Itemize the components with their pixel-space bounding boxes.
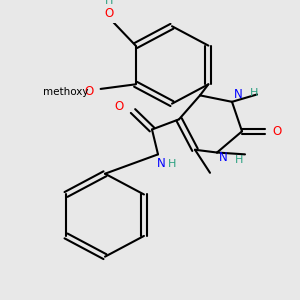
Text: N: N (234, 88, 242, 101)
Text: N: N (157, 157, 165, 170)
Text: H: H (104, 0, 113, 6)
Text: H: H (168, 159, 176, 169)
Text: methoxy: methoxy (43, 87, 88, 97)
Text: H: H (250, 88, 258, 98)
Text: O: O (104, 7, 113, 20)
Text: O: O (84, 85, 93, 98)
Text: N: N (219, 151, 227, 164)
Text: H: H (235, 155, 243, 165)
Text: O: O (114, 100, 124, 113)
Text: O: O (272, 125, 282, 138)
